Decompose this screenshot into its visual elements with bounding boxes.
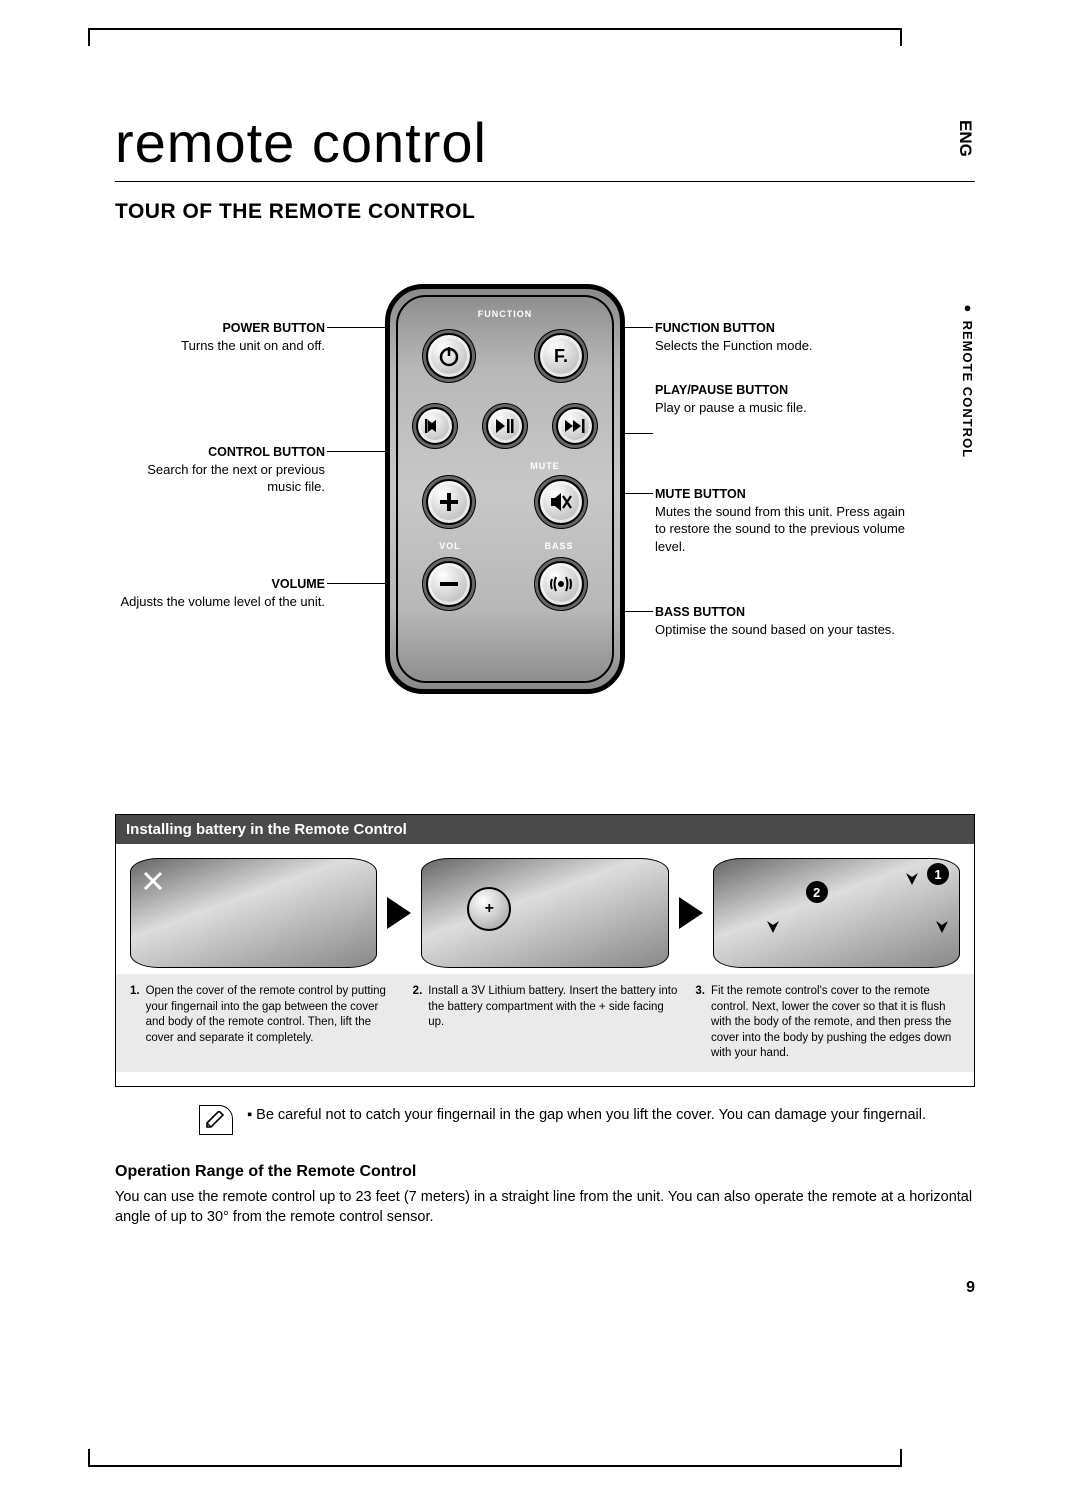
down-arrow-icon (903, 861, 921, 887)
note-body: ▪ Be careful not to catch your fingernai… (247, 1105, 926, 1125)
page-title: remote control (115, 110, 975, 182)
vol-down-button (426, 561, 472, 607)
callout-volume-text: Adjusts the volume level of the unit. (115, 593, 325, 611)
note-text: Be careful not to catch your fingernail … (256, 1107, 926, 1123)
label-vol: VOL (430, 541, 470, 551)
battery-images-row: + 1 2 (116, 844, 974, 974)
crop-mark-top (90, 28, 900, 30)
label-function: FUNCTION (390, 309, 620, 319)
callout-mute-text: Mutes the sound from this unit. Press ag… (655, 503, 915, 556)
prev-icon (425, 419, 445, 433)
callout-mute-heading: MUTE BUTTON (655, 486, 915, 503)
open-cover-icon (139, 867, 173, 901)
callout-power-text: Turns the unit on and off. (115, 337, 325, 355)
battery-step-1: 1.Open the cover of the remote control b… (130, 984, 395, 1062)
play-pause-icon (496, 419, 514, 433)
label-mute: MUTE (515, 461, 575, 471)
remote-body: FUNCTION F. MUTE VOL (385, 284, 625, 694)
callout-bass-heading: BASS BUTTON (655, 604, 915, 621)
callout-play-text: Play or pause a music file. (655, 399, 915, 417)
callout-bass-text: Optimise the sound based on your tastes. (655, 621, 915, 639)
callout-control: CONTROL BUTTON Search for the next or pr… (115, 444, 325, 496)
plus-icon (438, 491, 460, 513)
function-button: F. (538, 333, 584, 379)
callout-volume: VOLUME Adjusts the volume level of the u… (115, 576, 325, 610)
step-number: 1. (130, 984, 140, 1062)
step-text: Open the cover of the remote control by … (146, 984, 395, 1062)
page-content: ENG REMOTE CONTROL remote control TOUR O… (115, 110, 975, 1227)
operation-range-heading: Operation Range of the Remote Control (115, 1163, 975, 1181)
next-icon (565, 419, 585, 433)
callout-control-heading: CONTROL BUTTON (115, 444, 325, 461)
mute-button (538, 479, 584, 525)
note-bullet: ▪ (247, 1107, 252, 1123)
bass-button (538, 561, 584, 607)
function-glyph: F. (554, 346, 568, 367)
caution-note: ▪ Be careful not to catch your fingernai… (199, 1105, 975, 1135)
battery-step-2: 2.Install a 3V Lithium battery. Insert t… (413, 984, 678, 1062)
battery-step-3: 3.Fit the remote control's cover to the … (695, 984, 960, 1062)
power-icon (437, 344, 461, 368)
callout-function-heading: FUNCTION BUTTON (655, 320, 915, 337)
callout-mute: MUTE BUTTON Mutes the sound from this un… (655, 486, 915, 556)
step-text: Install a 3V Lithium battery. Insert the… (428, 984, 677, 1062)
next-button (556, 407, 594, 445)
note-icon (199, 1105, 233, 1135)
crop-mark-bottom (90, 1465, 900, 1467)
remote-diagram: POWER BUTTON Turns the unit on and off. … (115, 284, 975, 764)
mute-icon (550, 492, 572, 512)
arrow-icon (679, 897, 703, 929)
step-number: 3. (695, 984, 705, 1062)
pencil-icon (205, 1111, 227, 1129)
battery-heading: Installing battery in the Remote Control (116, 815, 974, 844)
step-number: 2. (413, 984, 423, 1062)
play-pause-button (486, 407, 524, 445)
page-number: 9 (966, 1279, 975, 1297)
section-heading: TOUR OF THE REMOTE CONTROL (115, 200, 975, 224)
battery-coin-icon: + (467, 887, 511, 931)
down-arrow-icon (933, 909, 951, 935)
language-tab: ENG (955, 120, 975, 157)
callout-bass: BASS BUTTON Optimise the sound based on … (655, 604, 915, 638)
battery-step2-image: + (421, 858, 668, 968)
prev-button (416, 407, 454, 445)
step-text: Fit the remote control's cover to the re… (711, 984, 960, 1062)
callout-control-text: Search for the next or previous music fi… (115, 461, 325, 496)
badge-1: 1 (927, 863, 949, 885)
callout-play: PLAY/PAUSE BUTTON Play or pause a music … (655, 382, 915, 416)
label-bass: BASS (534, 541, 584, 551)
callout-play-heading: PLAY/PAUSE BUTTON (655, 382, 915, 399)
power-button (426, 333, 472, 379)
callout-function: FUNCTION BUTTON Selects the Function mod… (655, 320, 915, 354)
battery-steps: 1.Open the cover of the remote control b… (116, 974, 974, 1072)
arrow-icon (387, 897, 411, 929)
minus-icon (438, 573, 460, 595)
battery-install-box: Installing battery in the Remote Control… (115, 814, 975, 1087)
callout-function-text: Selects the Function mode. (655, 337, 915, 355)
bass-icon (549, 575, 573, 593)
operation-range-text: You can use the remote control up to 23 … (115, 1187, 975, 1228)
callout-power: POWER BUTTON Turns the unit on and off. (115, 320, 325, 354)
badge-2: 2 (806, 881, 828, 903)
callout-power-heading: POWER BUTTON (115, 320, 325, 337)
callout-volume-heading: VOLUME (115, 576, 325, 593)
down-arrow-icon (764, 909, 782, 935)
vol-up-button (426, 479, 472, 525)
battery-step3-image: 1 2 (713, 858, 960, 968)
battery-step1-image (130, 858, 377, 968)
